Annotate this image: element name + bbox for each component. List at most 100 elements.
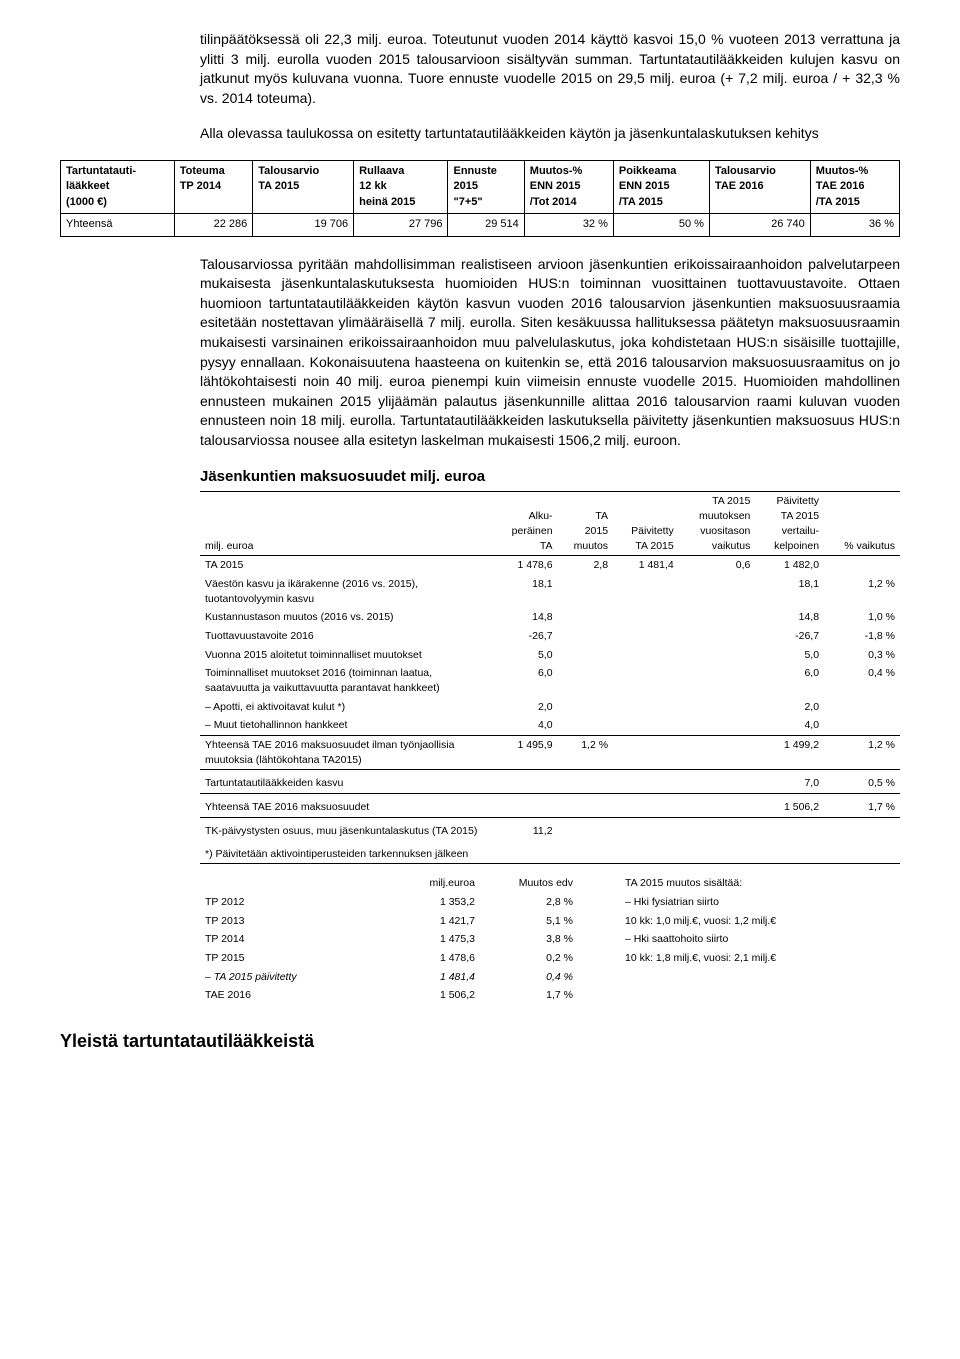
table2-cell: 0,3 % — [824, 646, 900, 665]
table2-cell: 1,2 % — [824, 736, 900, 770]
table1-cell: 29 514 — [448, 214, 524, 236]
table2-cell — [558, 822, 614, 841]
table2-cell: 1 481,4 — [613, 556, 679, 575]
table1-cell: 36 % — [810, 214, 899, 236]
table2-cell — [824, 698, 900, 717]
table2-cell — [824, 716, 900, 735]
table2-cell: 1 495,9 — [494, 736, 558, 770]
table3-cell — [578, 893, 620, 912]
table2-cell — [755, 822, 824, 841]
table2-cell: 1 478,6 — [494, 556, 558, 575]
table2-cell — [679, 575, 756, 608]
table2-cell — [558, 608, 614, 627]
table2-cell — [558, 646, 614, 665]
table2-cell: TA2015muutos — [558, 492, 614, 556]
table2-cell — [613, 627, 679, 646]
table2-cell — [613, 774, 679, 793]
table3-cell: 0,4 % — [480, 968, 578, 987]
table2-cell — [494, 774, 558, 793]
table3-cell: 1 475,3 — [396, 930, 480, 949]
table2-row-label: Vuonna 2015 aloitetut toiminnalliset muu… — [200, 646, 494, 665]
table3-cell: 5,1 % — [480, 912, 578, 931]
table2-cell: 14,8 — [755, 608, 824, 627]
table1-cell: 26 740 — [709, 214, 810, 236]
table2-cell: 18,1 — [494, 575, 558, 608]
table3-cell: – Hki saattohoito siirto — [620, 930, 900, 949]
table2-cell — [679, 774, 756, 793]
table3-cell: TP 2014 — [200, 930, 396, 949]
table2-sum-label: Yhteensä TAE 2016 maksuosuudet ilman työ… — [200, 736, 494, 770]
table3-cell: 1 478,6 — [396, 949, 480, 968]
table2-cell — [824, 822, 900, 841]
table1-header: Muutos-%ENN 2015/Tot 2014 — [524, 160, 613, 213]
table1-header: PoikkeamaENN 2015/TA 2015 — [613, 160, 709, 213]
table2-cell — [679, 608, 756, 627]
table2-cell: 14,8 — [494, 608, 558, 627]
table3-cell: 1 506,2 — [396, 986, 480, 1005]
table1-cell: 19 706 — [253, 214, 354, 236]
table1-cell: 50 % — [613, 214, 709, 236]
table2-cell — [679, 646, 756, 665]
table1-header: TalousarvioTAE 2016 — [709, 160, 810, 213]
table2-cell — [558, 664, 614, 697]
table2-cell — [613, 698, 679, 717]
table2-cell: PäivitettyTA 2015 — [613, 492, 679, 556]
table2-row-label: Toiminnalliset muutokset 2016 (toiminnan… — [200, 664, 494, 697]
table2-cell: 1,0 % — [824, 608, 900, 627]
table2-cell: 1,2 % — [824, 575, 900, 608]
table2-cell — [558, 575, 614, 608]
table3-cell: TA 2015 muutos sisältää: — [620, 874, 900, 893]
paragraph-3: Talousarviossa pyritään mahdollisimman r… — [200, 255, 900, 451]
table3-cell: TP 2015 — [200, 949, 396, 968]
table2-cell — [679, 627, 756, 646]
table3-cell: 2,8 % — [480, 893, 578, 912]
table2-cell: PäivitettyTA 2015vertailu-kelpoinen — [755, 492, 824, 556]
table3-cell — [578, 968, 620, 987]
paragraph-1: tilinpäätöksessä oli 22,3 milj. euroa. T… — [200, 30, 900, 108]
table3-cell: – TA 2015 päivitetty — [200, 968, 396, 987]
table2-cell — [679, 698, 756, 717]
table2-cell — [558, 716, 614, 735]
table3-cell: TP 2012 — [200, 893, 396, 912]
table2-footnote: *) Päivitetään aktivointiperusteiden tar… — [200, 845, 900, 864]
table2-cell: 5,0 — [494, 646, 558, 665]
table2-cell: 4,0 — [494, 716, 558, 735]
table2-cell — [613, 646, 679, 665]
table3-cell: – Hki fysiatrian siirto — [620, 893, 900, 912]
table3-cell — [620, 968, 900, 987]
table2-cell: TA 2015muutoksenvuositasonvaikutus — [679, 492, 756, 556]
table2-cell: 0,6 — [679, 556, 756, 575]
table2-cell: -26,7 — [755, 627, 824, 646]
table-historical: milj.euroaMuutos edvTA 2015 muutos sisäl… — [200, 874, 900, 1005]
table1-header: TalousarvioTA 2015 — [253, 160, 354, 213]
table3-cell — [200, 874, 396, 893]
table2-title: Jäsenkuntien maksuosuudet milj. euroa — [200, 466, 900, 487]
table2-cell: 1,7 % — [824, 798, 900, 817]
table3-cell — [578, 986, 620, 1005]
section-heading: Yleistä tartuntatautilääkkeistä — [60, 1029, 900, 1054]
table2-cell — [824, 556, 900, 575]
table2-cell: milj. euroa — [200, 492, 494, 556]
table2-cell: 0,4 % — [824, 664, 900, 697]
table1-header: Rullaava12 kkheinä 2015 — [354, 160, 448, 213]
table2-cell — [494, 798, 558, 817]
table2-cell: -26,7 — [494, 627, 558, 646]
table3-cell — [578, 874, 620, 893]
table2-cell — [679, 716, 756, 735]
paragraph-2: Alla olevassa taulukossa on esitetty tar… — [200, 124, 900, 144]
table3-cell: 1 421,7 — [396, 912, 480, 931]
table2-cell — [679, 822, 756, 841]
table2-cell: 18,1 — [755, 575, 824, 608]
table1-cell: 27 796 — [354, 214, 448, 236]
table2-cell: % vaikutus — [824, 492, 900, 556]
table2-sum-label: Yhteensä TAE 2016 maksuosuudet — [200, 798, 494, 817]
table2-cell — [613, 575, 679, 608]
table2-row-label: – Apotti, ei aktivoitavat kulut *) — [200, 698, 494, 717]
table3-cell: TAE 2016 — [200, 986, 396, 1005]
table2-row-label: TA 2015 — [200, 556, 494, 575]
table2-cell: 1 506,2 — [755, 798, 824, 817]
table3-cell — [578, 930, 620, 949]
table2-cell — [613, 822, 679, 841]
table2-cell — [679, 664, 756, 697]
table2-cell — [558, 774, 614, 793]
